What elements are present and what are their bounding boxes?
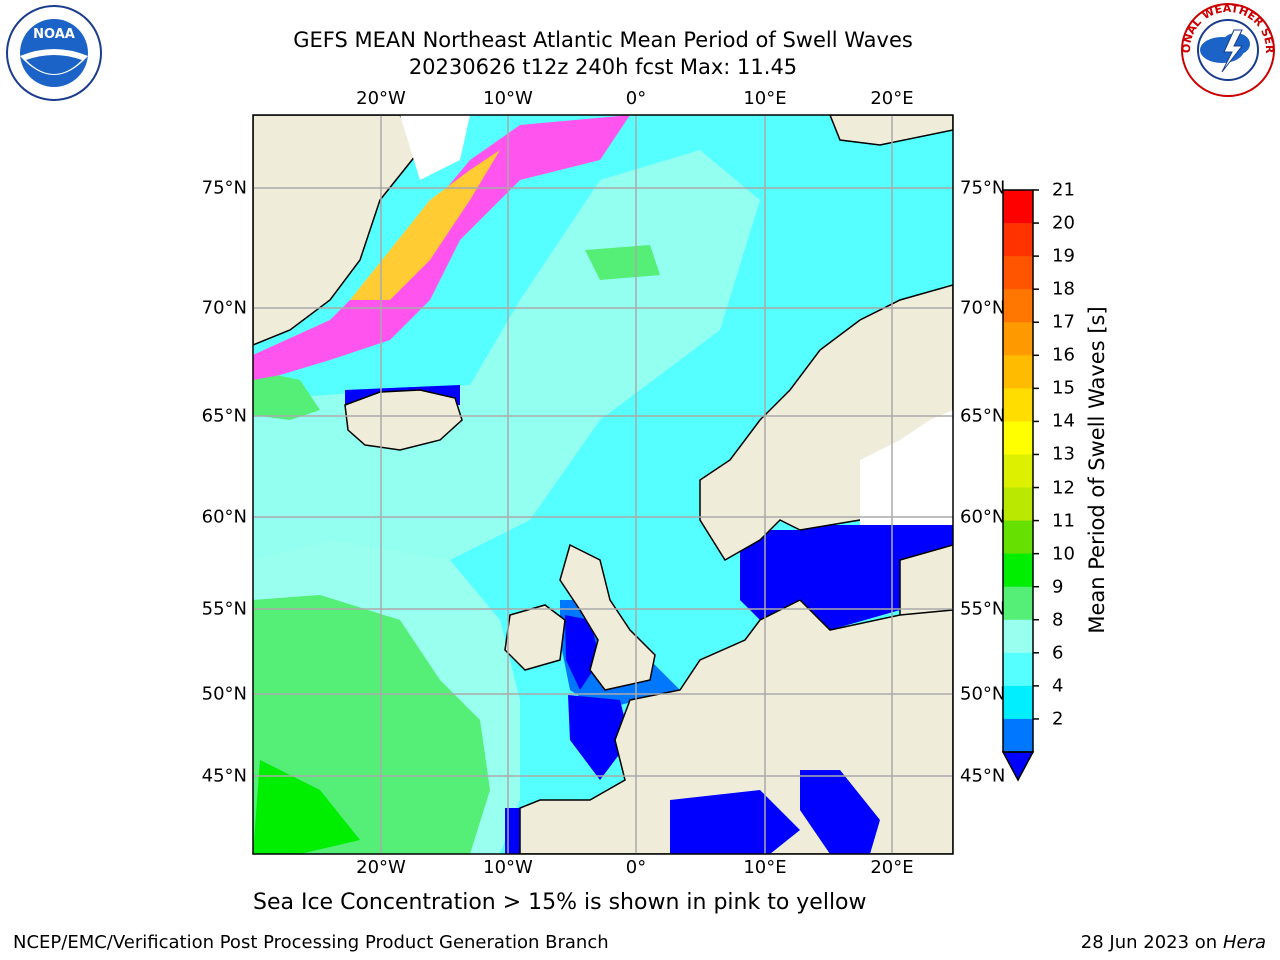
colorbar-segment (1003, 289, 1033, 323)
colorbar-tick-label: 21 (1052, 179, 1075, 201)
colorbar-segment (1003, 223, 1033, 257)
land-ireland (504, 604, 566, 671)
map-area (253, 115, 953, 854)
swell-region-baltic (800, 525, 953, 630)
graticule (253, 115, 953, 854)
swell-region-10-11 (253, 760, 360, 854)
lon-label-bottom: 0° (625, 857, 647, 878)
colorbar (1001, 189, 1039, 782)
colorbar-segment (1003, 355, 1033, 389)
lat-label-left: 45°N (201, 765, 247, 787)
colorbar-tick-label: 18 (1052, 278, 1075, 300)
colorbar-segment (1003, 553, 1033, 588)
colorbar-segment (1003, 619, 1033, 654)
colorbar-tick-label: 6 (1052, 642, 1064, 664)
chart-title: GEFS MEAN Northeast Atlantic Mean Period… (293, 28, 913, 52)
lat-label-left: 55°N (201, 598, 247, 620)
footer-host: Hera (1222, 932, 1266, 953)
colorbar-tick-label: 17 (1052, 311, 1075, 333)
lon-label-top: 10°E (743, 88, 787, 109)
colorbar-tick-label: 2 (1052, 708, 1064, 730)
colorbar-segment (1003, 190, 1033, 224)
footer-branch: NCEP/EMC/Verification Post Processing Pr… (13, 932, 609, 953)
land-great-britain (559, 543, 656, 691)
colorbar-tick-label: 12 (1052, 477, 1075, 499)
colorbar-tick-label: 10 (1052, 543, 1075, 565)
colorbar-segment (1003, 685, 1033, 720)
lat-label-right: 60°N (960, 506, 1006, 528)
lat-label-right: 50°N (960, 683, 1006, 705)
land-iceland (344, 389, 463, 451)
colorbar-tick-label: 4 (1052, 675, 1064, 697)
colorbar-tick-label: 13 (1052, 443, 1075, 465)
colorbar-tick-label: 11 (1052, 510, 1075, 532)
noaa-logo-text: NOAA (33, 27, 75, 42)
colorbar-segment (1003, 256, 1033, 290)
ice-baltic-white (860, 410, 953, 525)
lat-label-right: 65°N (960, 405, 1006, 427)
colorbar-frame (1002, 189, 1034, 753)
sea-ice-band (253, 115, 630, 380)
colorbar-tick-label: 20 (1052, 212, 1075, 234)
lon-label-bottom: 20°W (356, 857, 406, 878)
noaa-logo: NOAA (6, 5, 102, 101)
mediterranean-sea (670, 790, 800, 854)
colorbar-segment (1003, 421, 1033, 455)
colorbar-label: Mean Period of Swell Waves [s] (1085, 306, 1109, 634)
lat-label-left: 50°N (201, 683, 247, 705)
nws-logo: NATIONAL WEATHER SERVICE (1176, 0, 1276, 97)
footer-date-text: 28 Jun 2023 on (1080, 932, 1218, 953)
land-baltic-states (899, 544, 953, 621)
lat-label-right: 70°N (960, 297, 1006, 319)
colorbar-tick-label: 16 (1052, 344, 1075, 366)
colorbar-tick-label: 9 (1052, 576, 1064, 598)
colorbar-segment (1003, 586, 1033, 621)
ice-cap-white (400, 115, 470, 180)
lat-label-left: 65°N (201, 405, 247, 427)
lat-label-right: 45°N (960, 765, 1006, 787)
lat-label-left: 60°N (201, 506, 247, 528)
adriatic-sea (800, 770, 880, 854)
colorbar-segment (1003, 322, 1033, 356)
lon-label-bottom: 10°E (743, 857, 787, 878)
colorbar-segment (1003, 520, 1033, 555)
swell-region-greenland-south (253, 370, 320, 420)
lat-label-left: 75°N (201, 177, 247, 199)
swell-region-biscay (568, 695, 630, 780)
colorbar-extend-arrow (1001, 751, 1035, 782)
map-frame (252, 114, 954, 855)
lon-label-top: 20°W (356, 88, 406, 109)
swell-region-skagerrak (740, 530, 800, 620)
lon-label-top: 20°E (870, 88, 914, 109)
colorbar-tick-label: 19 (1052, 245, 1075, 267)
colorbar-segment (1003, 487, 1033, 522)
lon-label-top: 10°W (483, 88, 533, 109)
lat-label-right: 75°N (960, 177, 1006, 199)
sea-ice-note: Sea Ice Concentration > 15% is shown in … (253, 890, 867, 915)
colorbar-segment (1003, 388, 1033, 422)
lat-label-right: 55°N (960, 598, 1006, 620)
lon-label-top: 0° (625, 88, 647, 109)
chart-subtitle: 20230626 t12z 240h fcst Max: 11.45 (408, 55, 798, 79)
lat-label-left: 70°N (201, 297, 247, 319)
lon-label-bottom: 20°E (870, 857, 914, 878)
lon-label-bottom: 10°W (483, 857, 533, 878)
colorbar-segment (1003, 718, 1033, 753)
colorbar-tick-label: 8 (1052, 609, 1064, 631)
colorbar-tick-label: 14 (1052, 410, 1075, 432)
colorbar-segment (1003, 652, 1033, 687)
swell-region-norwegian-sea (585, 245, 660, 280)
colorbar-tick-label: 15 (1052, 377, 1075, 399)
footer-date: 28 Jun 2023 on Hera (1081, 932, 1266, 953)
colorbar-segment (1003, 454, 1033, 489)
